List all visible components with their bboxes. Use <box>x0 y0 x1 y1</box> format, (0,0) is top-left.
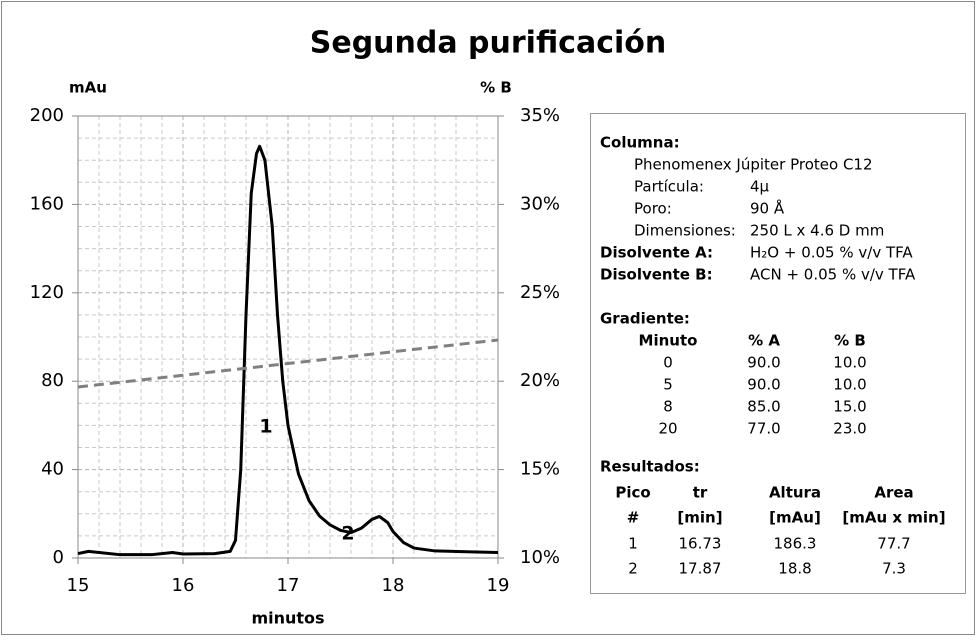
y-tick-label: 0 <box>53 547 64 568</box>
table-cell: 90.0 <box>747 354 780 372</box>
table-cell: 7.3 <box>882 560 906 578</box>
table-cell: 186.3 <box>774 535 817 553</box>
section-label: Resultados: <box>600 458 700 476</box>
table-header: [mAu] <box>769 509 821 527</box>
table-cell: 10.0 <box>833 376 866 394</box>
spec-label: Partícula: <box>634 178 704 196</box>
x-tick-label: 16 <box>172 575 195 596</box>
table-cell: 20 <box>658 420 677 438</box>
spec-label: Poro: <box>634 200 672 218</box>
table-cell: 2 <box>628 560 638 578</box>
section-label: Columna: <box>600 134 680 152</box>
table-header: [mAu x min] <box>842 509 945 527</box>
table-header: % A <box>748 332 780 350</box>
y2-axis-title: % B <box>480 79 512 97</box>
y-tick-label: 80 <box>41 370 64 391</box>
y-tick-label: 40 <box>41 459 64 480</box>
spec-value: 90 Å <box>750 199 785 218</box>
plot-border <box>77 115 499 559</box>
chart-title: Segunda purificación <box>310 26 667 61</box>
peak-label: 2 <box>341 523 354 545</box>
table-header: Area <box>874 484 913 502</box>
x-tick-label: 15 <box>67 575 90 596</box>
spec-label: Dimensiones: <box>634 222 736 240</box>
y-axis-title: mAu <box>69 79 107 97</box>
table-header: Minuto <box>639 332 698 350</box>
x-tick-label: 17 <box>277 575 300 596</box>
table-cell: 17.87 <box>679 560 722 578</box>
table-cell: 77.7 <box>877 535 910 553</box>
y2-tick-label: 25% <box>520 282 560 303</box>
table-cell: 10.0 <box>833 354 866 372</box>
table-cell: 77.0 <box>747 420 780 438</box>
table-cell: 1 <box>628 535 638 553</box>
table-cell: 0 <box>663 354 673 372</box>
table-cell: 16.73 <box>679 535 722 553</box>
solvent-label: Disolvente A: <box>600 244 713 262</box>
y-tick-label: 120 <box>30 282 64 303</box>
peak-label: 1 <box>259 416 272 438</box>
y-tick-label: 160 <box>30 193 64 214</box>
x-tick-label: 19 <box>487 575 510 596</box>
table-header: % B <box>834 332 866 350</box>
table-header: Altura <box>769 484 821 502</box>
info-box <box>590 113 966 594</box>
info-text: Phenomenex Júpiter Proteo C12 <box>634 156 873 174</box>
y2-tick-label: 10% <box>520 547 560 568</box>
solvent-label: Disolvente B: <box>600 266 713 284</box>
table-header: [min] <box>677 509 722 527</box>
solvent-value: H₂O + 0.05 % v/v TFA <box>750 244 913 262</box>
table-cell: 8 <box>663 398 673 416</box>
gradient-line <box>77 338 499 389</box>
table-cell: 15.0 <box>833 398 866 416</box>
table-cell: 18.8 <box>778 560 811 578</box>
table-header: Pico <box>615 484 650 502</box>
info-panel: Columna: Phenomenex Júpiter Proteo C12 Par… <box>600 134 946 578</box>
chromatogram-line <box>77 144 499 557</box>
y2-tick-label: 20% <box>520 370 560 391</box>
y2-tick-label: 30% <box>520 193 560 214</box>
spec-value: 4µ <box>750 178 770 196</box>
x-tick-label: 18 <box>382 575 405 596</box>
y-tick-label: 200 <box>30 105 64 126</box>
table-cell: 5 <box>663 376 673 394</box>
y2-tick-label: 35% <box>520 105 560 126</box>
solvent-value: ACN + 0.05 % v/v TFA <box>750 266 916 284</box>
x-axis-title: minutos <box>251 609 324 628</box>
table-header: tr <box>693 484 708 502</box>
table-cell: 90.0 <box>747 376 780 394</box>
table-header: # <box>627 509 640 527</box>
table-cell: 85.0 <box>747 398 780 416</box>
section-label: Gradiente: <box>600 310 690 328</box>
table-cell: 23.0 <box>833 420 866 438</box>
spec-value: 250 L x 4.6 D mm <box>750 222 884 240</box>
y2-tick-label: 15% <box>520 459 560 480</box>
